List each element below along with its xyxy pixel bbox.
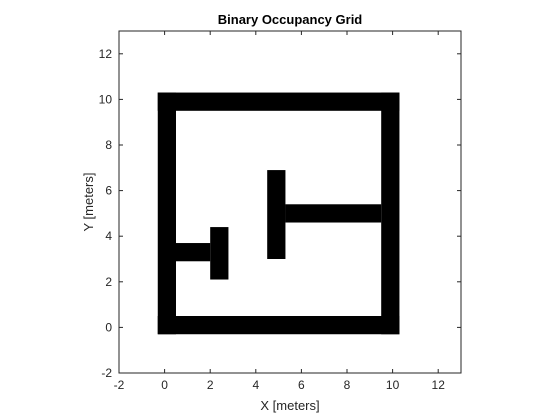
x-tick-label: 6 [298, 378, 305, 392]
y-tick-label: -2 [101, 366, 112, 380]
chart-title: Binary Occupancy Grid [218, 12, 363, 27]
occupied-left-wall [157, 92, 176, 335]
x-tick-label: 0 [161, 378, 168, 392]
y-tick-label: 0 [105, 320, 112, 334]
x-tick-label: -2 [114, 378, 125, 392]
y-tick-label: 12 [99, 47, 113, 61]
y-tick-label: 2 [105, 275, 112, 289]
occupied-center-post [267, 170, 286, 259]
occupied-bottom-wall [157, 316, 400, 335]
x-tick-label: 2 [207, 378, 214, 392]
occupied-right-wall [381, 92, 400, 335]
x-axis-label: X [meters] [260, 398, 319, 413]
occupied-left-post [210, 227, 229, 280]
x-tick-label: 8 [344, 378, 351, 392]
occupied-top-wall [157, 92, 400, 111]
x-tick-label: 4 [252, 378, 259, 392]
x-tick-label: 10 [386, 378, 400, 392]
axes-box [118, 30, 462, 374]
y-axis-label: Y [meters] [81, 172, 96, 231]
x-tick-label: 12 [432, 378, 446, 392]
y-tick-label: 4 [105, 229, 112, 243]
occupied-left-stub [176, 243, 211, 262]
y-tick-label: 8 [105, 138, 112, 152]
occupied-right-arm [285, 204, 382, 223]
y-tick-label: 6 [105, 184, 112, 198]
y-tick-label: 10 [99, 92, 113, 106]
